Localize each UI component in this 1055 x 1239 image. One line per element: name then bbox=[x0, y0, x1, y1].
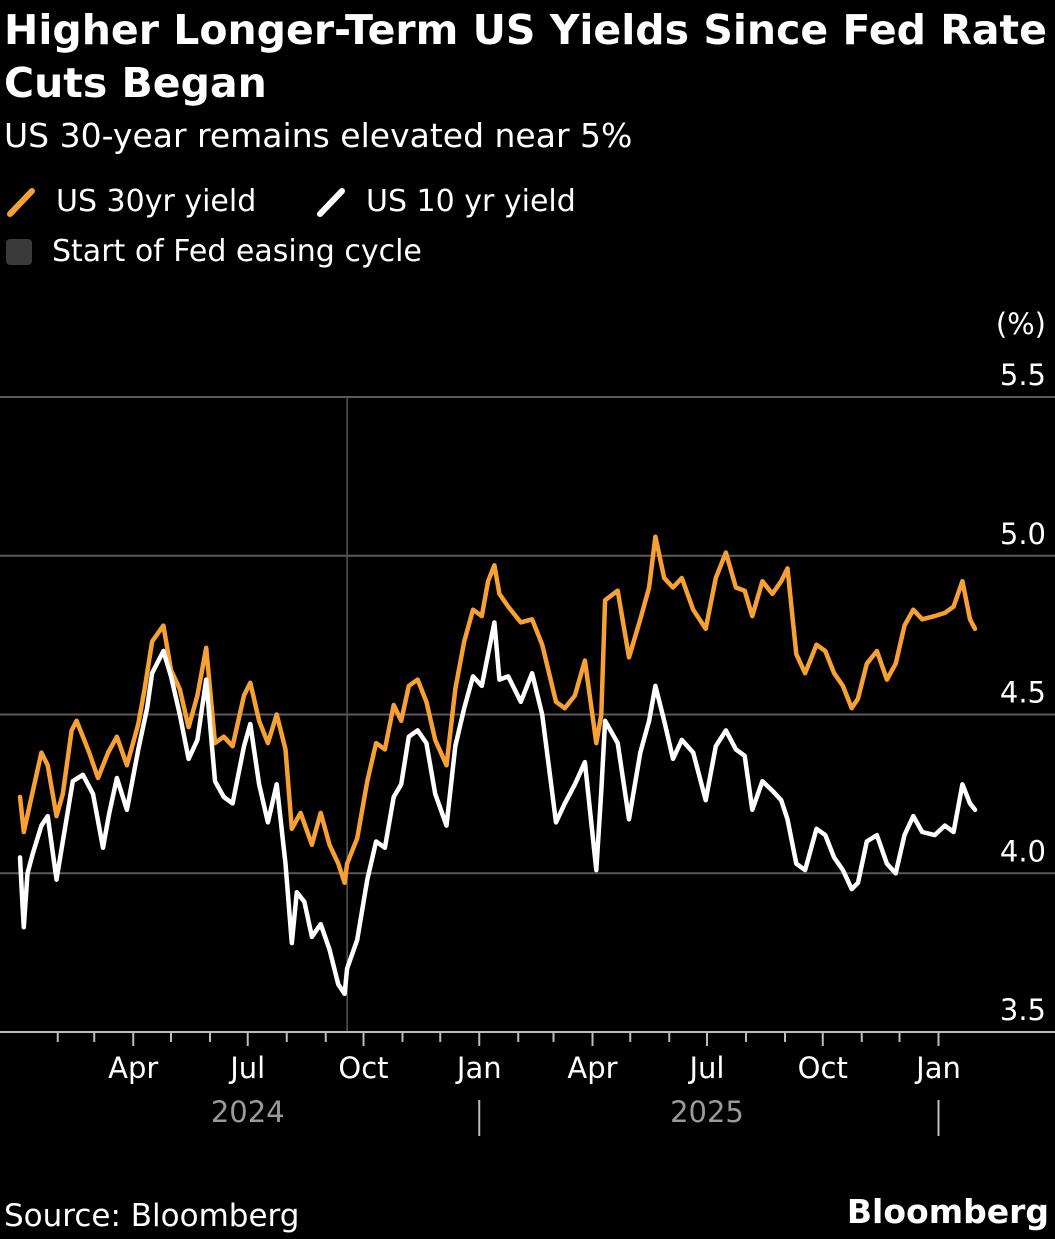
legend-swatch-fed-easing-icon bbox=[6, 239, 32, 265]
x-axis: Apr Jul Oct Jan Apr Jul Oct Jan 2024 2025 bbox=[0, 1031, 1055, 1136]
year-label: 2024 bbox=[211, 1095, 285, 1129]
series-line-30yr bbox=[17, 534, 978, 886]
legend-swatch-10yr-icon bbox=[317, 188, 345, 217]
series-line-10yr bbox=[17, 620, 978, 997]
chart-subtitle: US 30-year remains elevated near 5% bbox=[4, 116, 633, 155]
x-tick-label: Oct bbox=[338, 1051, 388, 1085]
y-tick-label: 4.5 bbox=[1000, 676, 1046, 710]
bloomberg-logo: Bloomberg bbox=[846, 1192, 1049, 1231]
legend-item-fed-easing: Start of Fed easing cycle bbox=[6, 232, 422, 272]
year-label: 2025 bbox=[670, 1095, 744, 1129]
legend-item-10yr: US 10 yr yield bbox=[316, 182, 576, 222]
x-tick-label: Apr bbox=[108, 1051, 158, 1085]
gridlines bbox=[0, 396, 1055, 875]
x-tick-label: Jul bbox=[687, 1051, 724, 1085]
x-tick-label: Jul bbox=[228, 1051, 265, 1085]
source-note: Source: Bloomberg bbox=[4, 1198, 300, 1234]
yield-line-chart: (%) 3.5 4.0 4.5 5.0 5.5 Apr Jul Oct Jan Apr Jul Oc… bbox=[0, 307, 1055, 1136]
legend-swatch-30yr-icon bbox=[7, 188, 35, 217]
y-tick-label: 3.5 bbox=[1000, 993, 1046, 1027]
y-tick-label: 4.0 bbox=[1000, 834, 1046, 868]
legend-label-fed-easing: Start of Fed easing cycle bbox=[52, 234, 422, 269]
y-tick-label: 5.0 bbox=[1000, 517, 1046, 551]
series-lines bbox=[17, 534, 978, 997]
legend-label-10yr: US 10 yr yield bbox=[366, 184, 576, 219]
y-axis-ticks: 3.5 4.0 4.5 5.0 5.5 bbox=[1000, 358, 1046, 1027]
x-tick-label: Apr bbox=[567, 1051, 617, 1085]
x-tick-label: Jan bbox=[455, 1051, 502, 1085]
y-axis-unit-label: (%) bbox=[996, 307, 1046, 341]
legend-item-30yr: US 30yr yield bbox=[6, 182, 256, 222]
x-tick-label: Oct bbox=[798, 1051, 848, 1085]
legend-label-30yr: US 30yr yield bbox=[56, 184, 257, 219]
chart-title: Higher Longer-Term US Yields Since Fed R… bbox=[4, 6, 1047, 107]
y-tick-label: 5.5 bbox=[1000, 358, 1046, 392]
x-tick-label: Jan bbox=[914, 1051, 961, 1085]
